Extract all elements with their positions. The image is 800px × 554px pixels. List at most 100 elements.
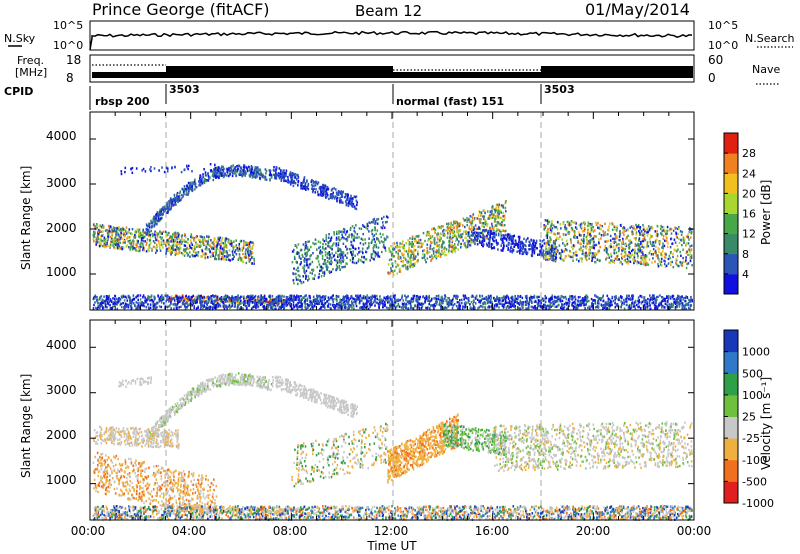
echo-cell [281,173,283,177]
echo-cell [262,173,264,176]
echo-cell [170,307,172,310]
echo-cell [333,231,335,234]
echo-cell [439,299,441,302]
echo-cell [163,207,166,210]
echo-cell [374,294,376,297]
echo-cell [194,254,196,258]
echo-cell [152,245,155,248]
echo-cell [304,187,306,190]
echo-cell [306,254,308,257]
echo-cell [137,230,140,233]
echo-cell [511,296,514,299]
echo-cell [229,173,231,176]
echo-cell [176,193,178,196]
echo-cell [264,178,267,181]
echo-cell [177,231,180,235]
echo-cell [494,299,496,302]
echo-cell [160,209,163,213]
echo-cell [169,304,171,307]
echo-cell [297,274,300,277]
echo-cell [364,238,366,241]
echo-cell [160,241,163,244]
echo-cell [336,193,338,196]
echo-cell [209,255,212,258]
echo-cell [100,295,103,298]
echo-cell [254,166,256,169]
echo-cell [664,302,667,306]
echo-cell [203,179,206,182]
echo-cell [313,184,315,187]
echo-cell [646,305,649,308]
echo-cell [356,203,358,207]
echo-cell [631,298,634,301]
echo-cell [133,236,135,239]
echo-cell [462,294,465,297]
echo-cell [180,242,183,245]
echo-cell [134,304,136,308]
echo-cell [265,178,268,181]
echo-cell [166,306,168,309]
echo-cell [93,232,96,235]
echo-cell [413,305,416,308]
echo-cell [359,306,361,309]
echo-cell [360,259,362,262]
echo-cell [297,243,300,246]
echo-cell [560,295,563,298]
echo-cell [365,226,367,229]
echo-cell [215,253,217,257]
echo-cell [321,257,324,260]
echo-cell [228,170,231,173]
echo-cell [505,210,507,213]
echo-cell [318,246,320,250]
echo-cell [116,246,119,249]
nsearch-label: N.Search [745,32,795,45]
echo-cell [243,168,245,171]
echo-cell [313,242,316,246]
echo-cell [215,298,218,301]
echo-cell [98,241,101,244]
echo-cell [248,253,251,257]
echo-cell [312,268,315,271]
echo-cell [307,306,309,309]
echo-cell [293,267,295,270]
echo-cell [499,297,501,300]
echo-cell [158,300,161,303]
echo-cell [503,305,505,309]
echo-cell [628,294,630,298]
echo-cell [159,243,161,246]
echo-cell [165,207,168,210]
echo-cell [269,305,272,309]
echo-cell [115,241,118,245]
echo-cell [125,303,128,306]
echo-cell [306,186,308,190]
echo-cell [234,245,236,249]
echo-cell [166,241,169,244]
echo-cell [236,169,239,172]
echo-cell [553,295,556,299]
echo-cell [453,295,455,298]
echo-cell [242,170,245,173]
echo-cell [254,300,257,304]
echo-cell [174,231,177,234]
echo-cell [200,255,202,258]
freq-tick-bottom-left: 8 [66,71,74,85]
echo-cell [158,214,160,217]
echo-cell [403,253,405,256]
echo-cell [205,244,207,247]
echo-cell [264,168,267,171]
echo-cell [221,165,223,168]
echo-cell [582,303,585,307]
echo-cell [161,296,163,299]
echo-cell [297,184,299,187]
echo-cell [550,297,552,301]
echo-cell [232,245,234,248]
echo-cell [169,200,171,204]
echo-cell [503,295,505,298]
echo-cell [105,244,108,248]
echo-cell [377,251,379,254]
echo-cell [150,229,152,233]
echo-cell [448,249,450,252]
echo-cell [677,303,680,306]
echo-cell [311,260,314,264]
echo-cell [307,275,310,278]
